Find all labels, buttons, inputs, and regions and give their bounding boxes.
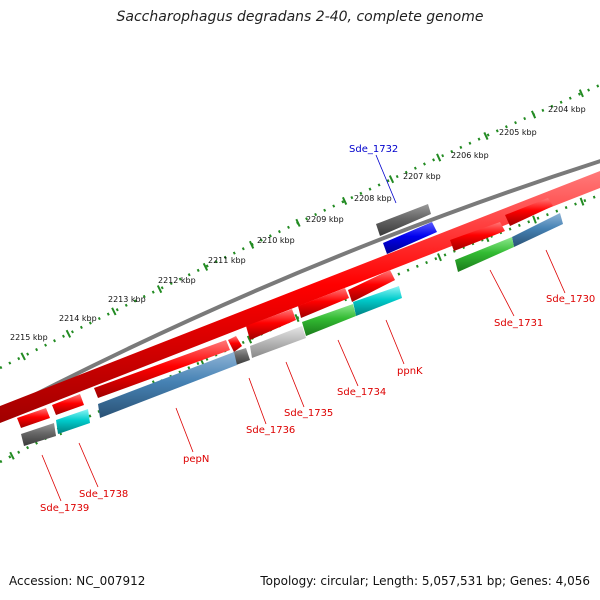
major-tick — [65, 329, 72, 338]
topology-text: Topology: circular; Length: 5,057,531 bp… — [260, 574, 590, 588]
kbp-label: 2208 kbp — [354, 194, 392, 203]
leader-line — [489, 269, 515, 317]
leader-line — [385, 319, 405, 365]
leader-line — [78, 442, 99, 488]
kbp-label: 2212 kbp — [158, 276, 196, 285]
kbp-label: 2215 kbp — [10, 333, 48, 342]
gene-feature[interactable] — [512, 213, 563, 247]
kbp-label: 2210 kbp — [257, 236, 295, 245]
gene-label-sde1731: Sde_1731 — [494, 318, 543, 329]
kbp-label: 2207 kbp — [403, 172, 441, 181]
gene-feature[interactable] — [455, 237, 514, 272]
gene-label-sde1732: Sde_1732 — [349, 144, 398, 155]
gene-feature-pepn-outer[interactable] — [94, 340, 230, 398]
gene-feature-ppnk[interactable] — [353, 286, 402, 316]
major-tick — [579, 197, 585, 206]
gene-feature[interactable] — [228, 336, 242, 352]
gene-feature[interactable] — [505, 198, 553, 226]
gene-feature-sde1739[interactable] — [21, 423, 56, 446]
gene-feature[interactable] — [52, 394, 84, 415]
gene-feature-sde1734[interactable] — [302, 304, 356, 336]
kbp-label: 2206 kbp — [451, 151, 489, 160]
outer-strand-features — [0, 171, 600, 428]
major-tick — [437, 253, 442, 262]
major-tick — [530, 110, 537, 119]
gene-feature[interactable] — [298, 288, 349, 318]
kbp-label: 2213 kbp — [108, 295, 146, 304]
major-tick — [246, 335, 253, 344]
gene-label-sde1736: Sde_1736 — [246, 425, 295, 436]
leader-line — [248, 377, 267, 425]
kbp-label: 2214 kbp — [59, 314, 97, 323]
major-tick — [578, 89, 584, 98]
gene-feature-pepn[interactable] — [98, 352, 237, 418]
gene-feature-sde1732[interactable] — [376, 204, 431, 236]
gene-feature[interactable] — [246, 309, 296, 340]
gene-feature[interactable] — [17, 408, 50, 428]
genome-backbone — [0, 159, 600, 416]
major-tick — [202, 262, 209, 271]
gene-label-sde1734: Sde_1734 — [337, 387, 386, 398]
major-tick — [9, 451, 15, 460]
leader-line — [41, 454, 62, 502]
kbp-label: 2205 kbp — [499, 128, 537, 137]
leader-line — [375, 154, 397, 204]
gene-feature-sde1735[interactable] — [250, 326, 306, 358]
gene-label-ppnk: ppnK — [397, 366, 423, 377]
gene-label-sde1730: Sde_1730 — [546, 294, 595, 305]
inner-strand-features — [21, 213, 563, 446]
gene-feature[interactable] — [348, 270, 395, 302]
major-tick — [294, 313, 300, 323]
major-tick — [341, 196, 348, 206]
major-tick — [156, 285, 163, 294]
gene-feature-sde1736[interactable] — [233, 348, 250, 365]
kbp-label: 2204 kbp — [548, 105, 586, 114]
kbp-label: 2209 kbp — [306, 215, 344, 224]
leader-line — [285, 361, 305, 408]
major-tick — [532, 215, 537, 224]
accession-text: Accession: NC_007912 — [9, 574, 146, 588]
major-tick — [111, 307, 117, 316]
leader-line — [175, 407, 194, 453]
major-tick — [248, 240, 255, 249]
kbp-label: 2211 kbp — [208, 256, 246, 265]
gene-feature[interactable] — [383, 222, 437, 254]
gene-feature[interactable] — [0, 171, 600, 423]
gene-label-sde1738: Sde_1738 — [79, 489, 128, 500]
gene-feature[interactable] — [450, 222, 505, 251]
gene-label-sde1735: Sde_1735 — [284, 408, 333, 419]
major-tick — [20, 352, 26, 361]
leader-line — [545, 249, 566, 294]
major-tick — [436, 153, 442, 162]
gene-label-sde1739: Sde_1739 — [40, 503, 89, 514]
map-title: Saccharophagus degradans 2-40, complete … — [116, 9, 484, 25]
major-tick — [295, 218, 301, 227]
major-tick — [388, 175, 395, 184]
major-tick — [483, 131, 489, 141]
leader-line — [337, 339, 359, 387]
gene-feature-sde1738[interactable] — [56, 409, 90, 434]
gene-label-pepn: pepN — [183, 454, 209, 465]
